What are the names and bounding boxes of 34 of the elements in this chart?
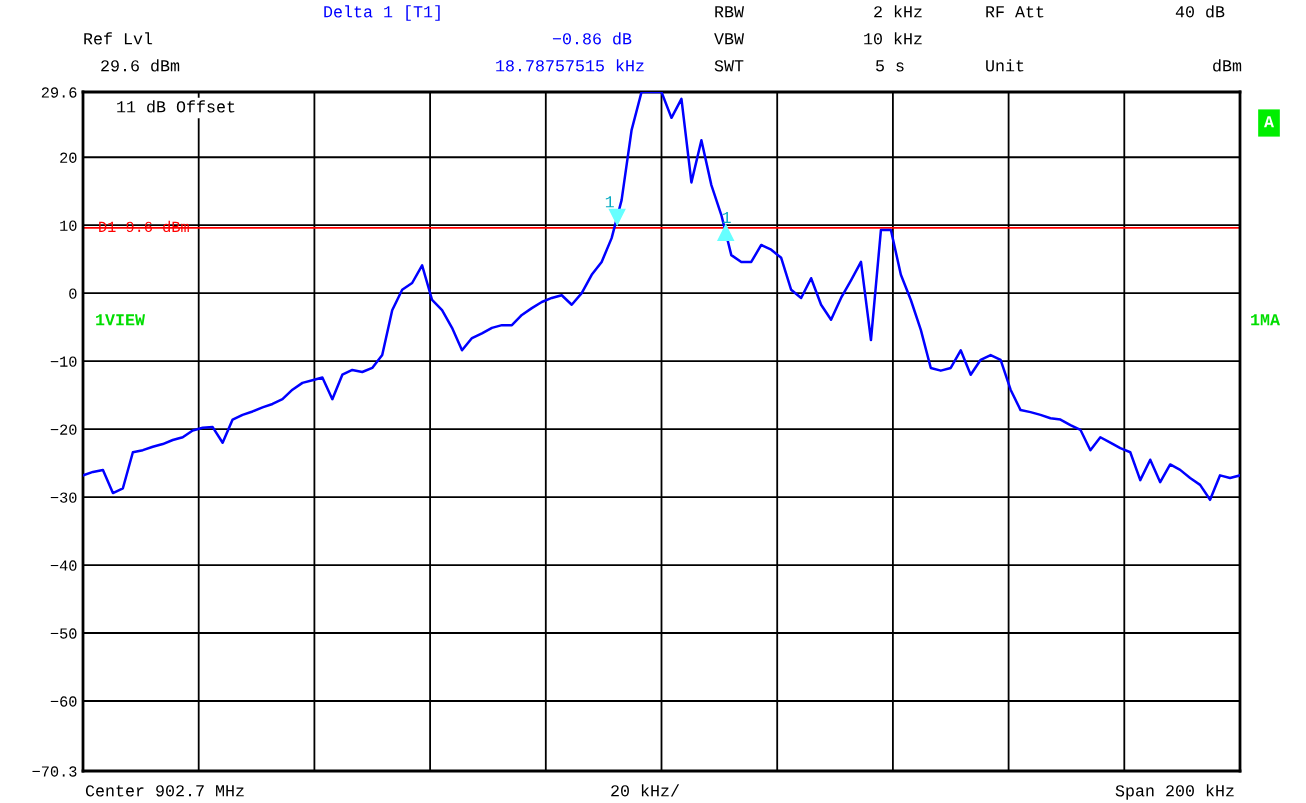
y-tick-label: 29.6 [41, 87, 77, 98]
text: RBW [715, 6, 744, 18]
y-tick-label: 0 [69, 288, 77, 299]
y-tick-label: −20 [50, 424, 77, 435]
text: A [1264, 116, 1274, 128]
text: dBm [1213, 59, 1242, 72]
text: Span 200 kHz [1115, 784, 1234, 800]
text: Delta 1 [T1] [324, 5, 440, 21]
text: 40 dB [1175, 5, 1225, 18]
text: 10 kHz [864, 32, 922, 45]
text: −0.86 dB [552, 32, 632, 45]
annotation: 1VIEW [96, 314, 145, 326]
text: 29.6 dBm [101, 59, 180, 72]
text: 2 kHz [874, 5, 922, 18]
y-tick-label: −30 [50, 492, 77, 503]
text: 1MA [1251, 314, 1281, 326]
y-tick-label: −70.3 [32, 766, 77, 777]
y-tick-label: −50 [50, 628, 77, 639]
text: VBW [714, 33, 744, 45]
text: RF Att [986, 6, 1044, 18]
text: 5 s [876, 60, 904, 72]
y-tick-label: 20 [60, 152, 77, 163]
annotation: 11 dB Offset [117, 100, 235, 113]
y-tick-label: −10 [50, 356, 77, 367]
text: Ref Lvl [84, 32, 153, 45]
text: Center 902.7 MHz [85, 785, 244, 797]
y-tick-label: −60 [50, 696, 77, 707]
text: 18.78757515 kHz [496, 59, 644, 72]
text: 20 kHz/ [611, 784, 680, 797]
text: SWT [714, 60, 744, 72]
y-tick-label: 10 [60, 220, 77, 231]
text: Unit [986, 59, 1024, 72]
y-tick-label: −40 [50, 560, 77, 571]
annotation: 1 [605, 196, 614, 208]
